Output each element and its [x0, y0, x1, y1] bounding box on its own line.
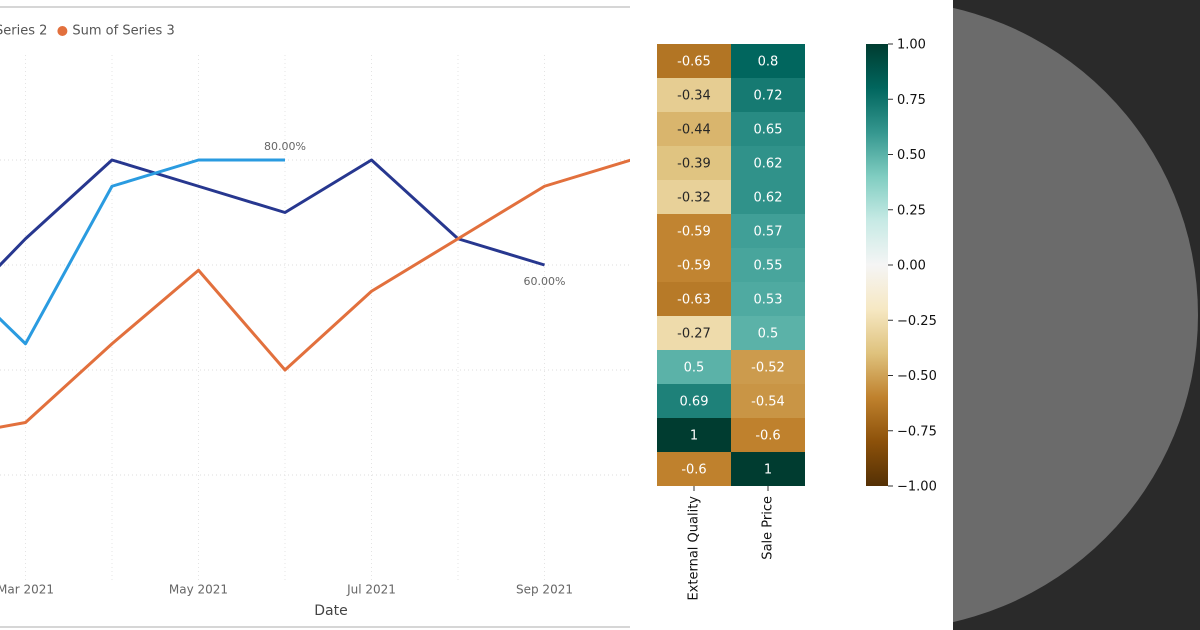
- x-tick-label: Sale Price: [761, 496, 776, 560]
- cell-label: 0.53: [754, 293, 783, 308]
- heatmap-cell: [657, 452, 731, 486]
- colorbar: [866, 44, 888, 486]
- colorbar-tick-label: −0.25: [897, 314, 937, 329]
- legend-marker: [57, 26, 68, 36]
- heatmap-cell: [657, 44, 731, 78]
- heatmap-cell: [731, 316, 805, 350]
- heatmap-cell: [731, 180, 805, 214]
- legend-label: Sum of Series 3: [72, 24, 174, 39]
- cell-label: 0.65: [754, 123, 783, 138]
- heatmap-cell: [657, 282, 731, 316]
- line-chart: Date Mar 2021 May 2021 Jul 2021 Sep 2021 60.…: [0, 24, 630, 619]
- heatmap-cell: [731, 384, 805, 418]
- heatmap-cell: [731, 452, 805, 486]
- x-tick-label: Sep 2021: [516, 583, 573, 597]
- heatmap-cell: [731, 146, 805, 180]
- heatmap: -0.65 0.8 -0.34 0.72 -0.44 0.65 -0.39 0.62 -0.32…: [657, 38, 937, 601]
- x-tick-label: Jul 2021: [346, 583, 396, 597]
- colorbar-tick-label: 1.00: [897, 38, 926, 53]
- colorbar-tick-label: 0.50: [897, 148, 926, 163]
- heatmap-cell: [731, 248, 805, 282]
- x-tick-label: Mar 2021: [0, 583, 54, 597]
- cell-label: 0.62: [754, 157, 783, 172]
- heatmap-cell: [657, 146, 731, 180]
- cell-label: -0.39: [677, 157, 711, 172]
- x-tick-label: May 2021: [169, 583, 228, 597]
- cell-label: -0.54: [751, 395, 785, 410]
- heatmap-cell: [657, 384, 731, 418]
- cell-label: -0.65: [677, 55, 711, 70]
- heatmap-cell: [731, 78, 805, 112]
- cell-label: 1: [690, 429, 698, 444]
- x-tick-label: External Quality: [687, 496, 702, 601]
- heatmap-cell: [657, 350, 731, 384]
- cell-label: -0.6: [681, 463, 706, 478]
- cell-label: 0.69: [680, 395, 709, 410]
- cell-label: -0.27: [677, 327, 711, 342]
- cell-label: 0.72: [754, 89, 783, 104]
- cell-label: -0.32: [677, 191, 711, 206]
- heatmap-cell: [657, 316, 731, 350]
- data-label: 80.00%: [264, 140, 306, 153]
- side-panel: [953, 0, 1200, 630]
- cell-label: 0.62: [754, 191, 783, 206]
- circle-decoration: [953, 7, 1198, 623]
- series-line: [0, 158, 630, 429]
- cell-label: -0.63: [677, 293, 711, 308]
- colorbar-tick-label: 0.25: [897, 203, 926, 218]
- series-line: [0, 158, 285, 346]
- data-label: 60.00%: [524, 275, 566, 288]
- series-line: [0, 158, 545, 268]
- heatmap-cell: [731, 112, 805, 146]
- heatmap-cell: [657, 180, 731, 214]
- heatmap-cell: [657, 248, 731, 282]
- heatmap-cell: [731, 44, 805, 78]
- heatmap-cell: [657, 214, 731, 248]
- cell-label: 0.5: [684, 361, 705, 376]
- cell-label: 0.57: [754, 225, 783, 240]
- cell-label: -0.52: [751, 361, 785, 376]
- legend-label: Series 2: [0, 24, 47, 39]
- colorbar-tick-label: 0.75: [897, 93, 926, 108]
- cell-label: 1: [764, 463, 772, 478]
- heatmap-cell: [731, 214, 805, 248]
- cell-label: -0.59: [677, 259, 711, 274]
- heatmap-cell: [657, 78, 731, 112]
- cell-label: -0.59: [677, 225, 711, 240]
- colorbar-tick-label: −1.00: [897, 480, 937, 495]
- heatmap-cell: [657, 418, 731, 452]
- cell-label: 0.8: [758, 55, 779, 70]
- x-axis-label: Date: [314, 603, 347, 619]
- heatmap-cell: [657, 112, 731, 146]
- colorbar-tick-label: −0.50: [897, 369, 937, 384]
- cell-label: 0.55: [754, 259, 783, 274]
- heatmap-cell: [731, 282, 805, 316]
- heatmap-cell: [731, 350, 805, 384]
- cell-label: -0.34: [677, 89, 711, 104]
- cell-label: -0.44: [677, 123, 711, 138]
- colorbar-tick-label: 0.00: [897, 259, 926, 274]
- colorbar-tick-label: −0.75: [897, 424, 937, 439]
- cell-label: -0.6: [755, 429, 780, 444]
- heatmap-cell: [731, 418, 805, 452]
- cell-label: 0.5: [758, 327, 779, 342]
